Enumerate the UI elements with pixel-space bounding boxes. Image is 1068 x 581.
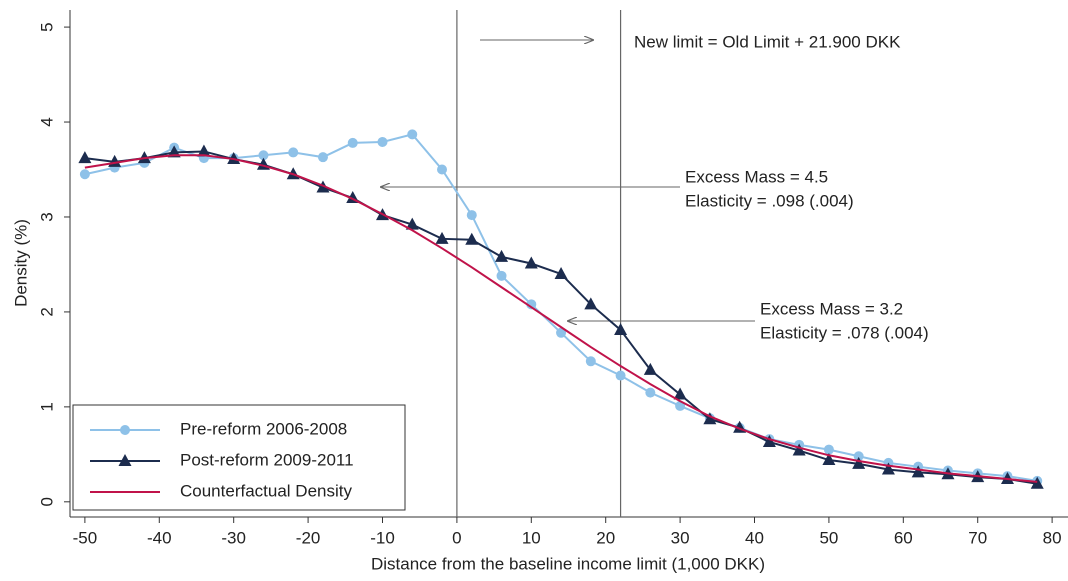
x-tick-label: 30	[671, 528, 690, 547]
legend-label: Pre-reform 2006-2008	[180, 419, 347, 438]
point	[703, 412, 717, 425]
point	[1030, 476, 1044, 489]
legend-marker	[120, 425, 130, 435]
point	[556, 327, 567, 338]
annotation: Excess Mass = 4.5	[685, 167, 828, 186]
x-tick-label: 40	[745, 528, 764, 547]
x-tick-label: -50	[73, 528, 98, 547]
y-tick-label: 4	[37, 117, 56, 126]
x-tick-label: -10	[370, 528, 395, 547]
point	[673, 387, 687, 400]
x-tick-label: 20	[596, 528, 615, 547]
point	[258, 150, 269, 161]
point	[78, 151, 92, 164]
annotation: New limit = Old Limit + 21.900 DKK	[634, 32, 901, 51]
y-axis-label: Density (%)	[11, 219, 30, 307]
point	[405, 217, 419, 230]
point	[526, 299, 537, 310]
x-tick-label: 70	[968, 528, 987, 547]
point	[435, 231, 449, 244]
point	[465, 232, 479, 245]
point	[585, 356, 596, 367]
x-tick-label: 0	[452, 528, 461, 547]
legend-label: Post-reform 2009-2011	[180, 450, 354, 469]
x-tick-label: 10	[522, 528, 541, 547]
point	[197, 144, 211, 157]
point	[524, 256, 538, 269]
point	[643, 362, 657, 375]
point	[911, 465, 925, 478]
point	[852, 456, 866, 469]
point	[79, 169, 90, 180]
point	[288, 147, 299, 158]
point	[554, 266, 568, 279]
point	[496, 270, 507, 281]
point	[466, 210, 477, 221]
y-tick-label: 3	[37, 212, 56, 221]
point	[347, 137, 358, 148]
annotation: Elasticity = .098 (.004)	[685, 191, 854, 210]
x-tick-label: -30	[221, 528, 246, 547]
annotation: Elasticity = .078 (.004)	[760, 323, 929, 342]
legend-marker	[118, 454, 132, 466]
x-tick-label: 50	[819, 528, 838, 547]
x-axis-label: Distance from the baseline income limit …	[371, 554, 765, 573]
annotation: Excess Mass = 3.2	[760, 299, 903, 318]
y-tick-label: 1	[37, 402, 56, 411]
point	[792, 443, 806, 456]
point	[437, 164, 448, 175]
point	[881, 462, 895, 475]
point	[377, 136, 388, 147]
x-tick-label: -40	[147, 528, 172, 547]
point	[317, 152, 328, 163]
point	[407, 129, 418, 140]
point	[822, 453, 836, 466]
point	[823, 444, 834, 455]
series-line	[84, 154, 1038, 483]
y-tick-label: 5	[37, 22, 56, 31]
point	[762, 434, 776, 447]
point	[584, 297, 598, 310]
point	[614, 322, 628, 335]
y-tick-label: 2	[37, 307, 56, 316]
x-tick-label: 60	[894, 528, 913, 547]
point	[495, 249, 509, 262]
point	[615, 370, 626, 381]
y-tick-label: 0	[37, 497, 56, 506]
legend-label: Counterfactual Density	[180, 481, 352, 500]
point	[853, 451, 864, 462]
point	[645, 387, 656, 398]
x-tick-label: 80	[1043, 528, 1062, 547]
x-tick-label: -20	[296, 528, 321, 547]
